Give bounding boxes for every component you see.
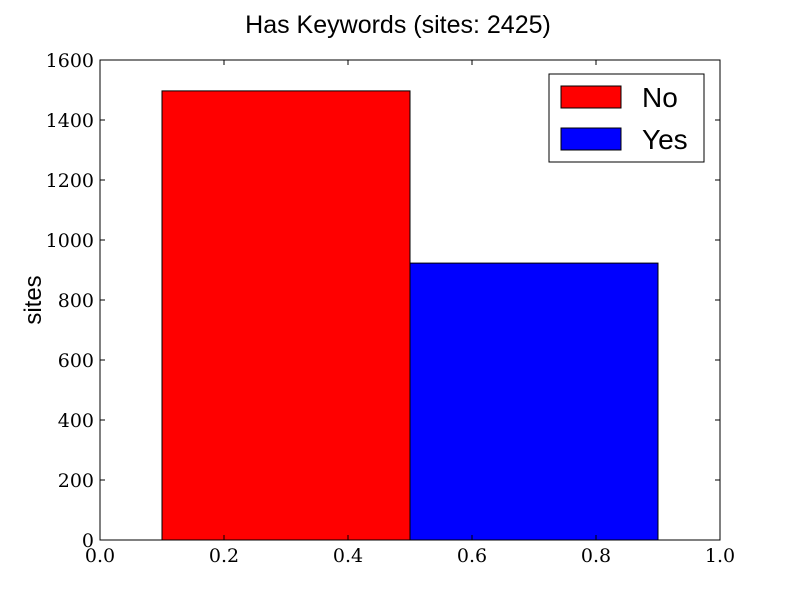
y-axis-label: sites: [20, 275, 47, 324]
legend-swatch-yes: [560, 127, 622, 151]
x-tick-label: 0.6: [457, 545, 487, 567]
legend-label-no: No: [642, 82, 678, 113]
legend-label-yes: Yes: [642, 124, 688, 155]
x-tick-label: 1.0: [705, 545, 735, 567]
y-tick-label: 1000: [46, 230, 94, 252]
y-tick-label: 0: [82, 530, 94, 552]
bar-no: [161, 90, 411, 541]
x-tick-label: 0.4: [333, 545, 363, 567]
y-tick-label: 600: [58, 350, 94, 372]
y-tick-label: 200: [58, 470, 94, 492]
x-tick-label: 0.8: [581, 545, 611, 567]
y-tick-label: 1600: [46, 50, 94, 72]
y-tick-label: 800: [58, 290, 94, 312]
plot-frame: [99, 59, 721, 541]
legend-swatch-no: [560, 85, 622, 109]
legend: No Yes: [548, 73, 705, 163]
y-tick-label: 400: [58, 410, 94, 432]
bar-yes: [409, 262, 659, 541]
y-tick-label: 1200: [46, 170, 94, 192]
bars-group: [161, 90, 659, 541]
x-tick-label: 0.0: [85, 545, 115, 567]
y-tick-label: 1400: [46, 110, 94, 132]
tick-labels-group: 0.0 0.2 0.4 0.6 0.8 1.0 0 200 400 600 800 1000 1200 1…: [46, 50, 735, 567]
chart-title: Has Keywords (sites: 2425): [245, 11, 551, 39]
x-tick-label: 0.2: [209, 545, 239, 567]
